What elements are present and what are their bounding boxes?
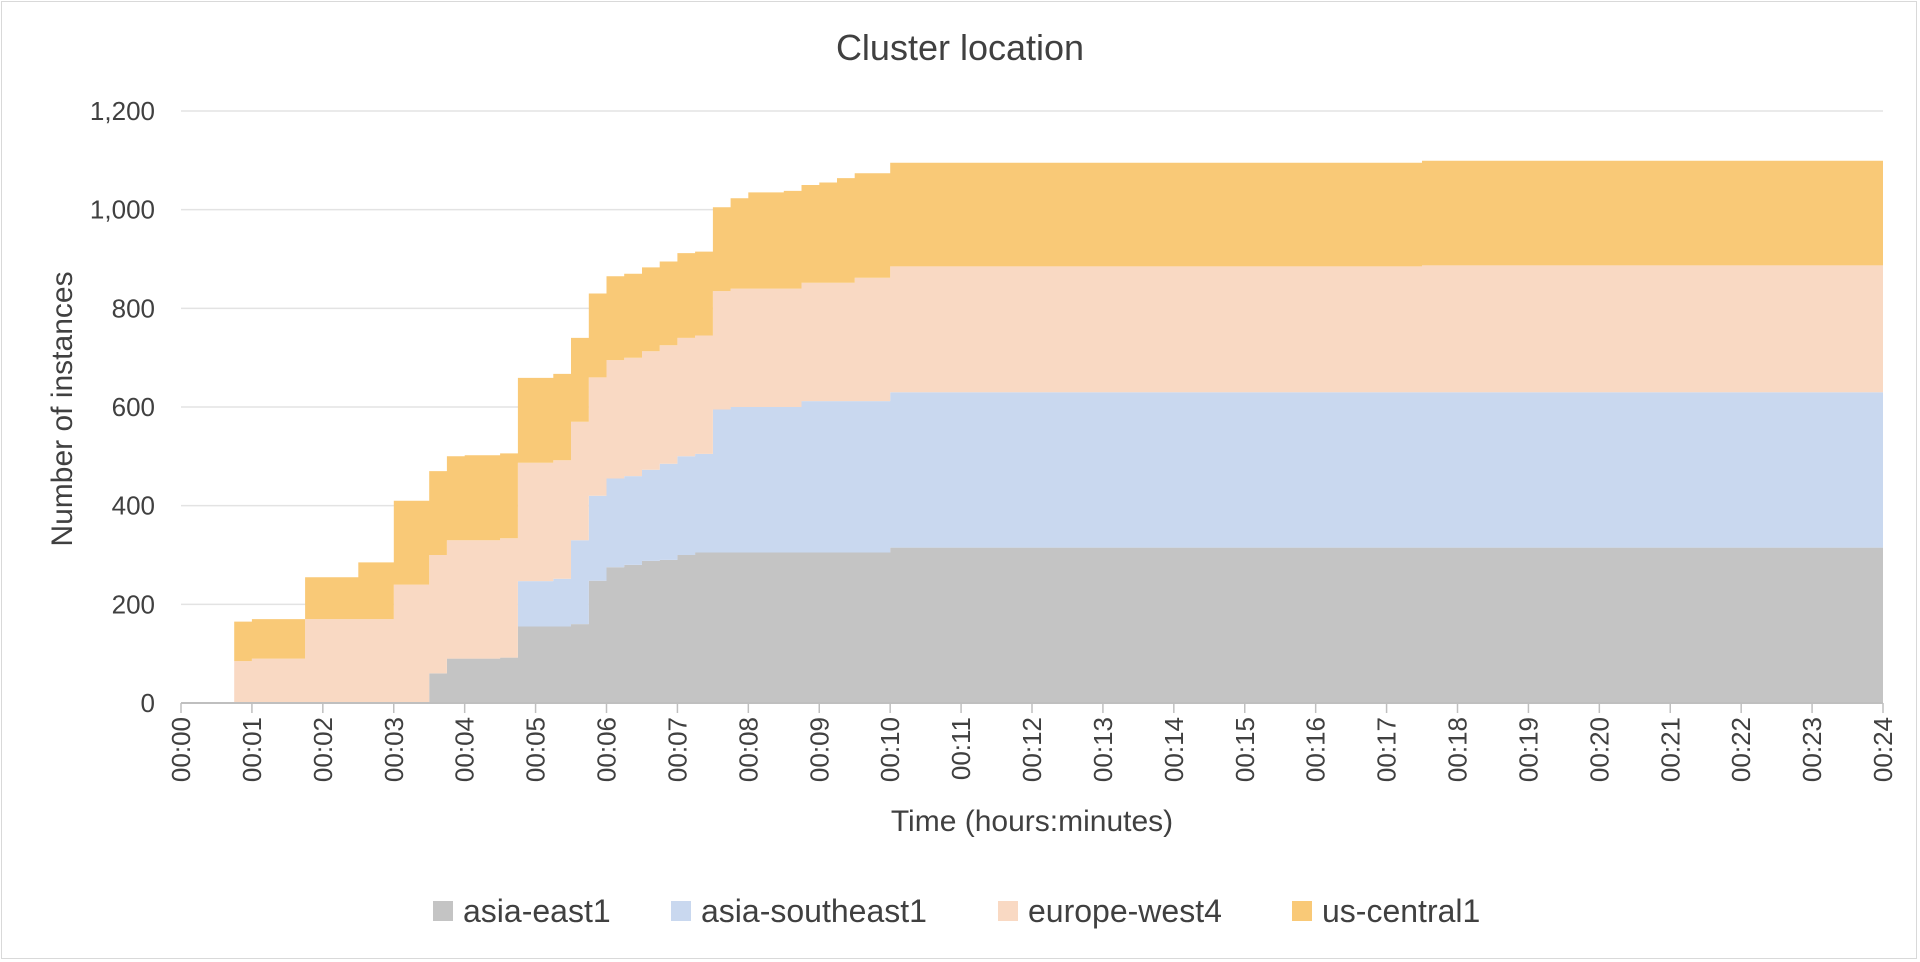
x-tick-label: 00:00 [166, 717, 196, 782]
y-tick-label: 600 [112, 392, 155, 422]
y-tick-label: 400 [112, 491, 155, 521]
x-tick-label: 00:17 [1372, 717, 1402, 782]
y-axis-ticks: 0 200 400 600 800 1,000 1,200 [90, 96, 155, 718]
stacked-areas [181, 160, 1883, 704]
x-tick-label: 00:07 [662, 717, 692, 782]
x-tick-label: 00:06 [592, 717, 622, 782]
x-tick-label: 00:16 [1301, 717, 1331, 782]
legend-swatch [1292, 901, 1312, 921]
x-tick-label: 00:21 [1655, 717, 1685, 782]
x-tick-label: 00:11 [946, 717, 976, 780]
x-tick-label: 00:01 [237, 717, 267, 782]
y-tick-label: 1,200 [90, 96, 155, 126]
y-axis-title: Number of instances [46, 271, 79, 546]
legend-label: asia-east1 [463, 893, 611, 929]
legend-item-asia-southeast1: asia-southeast1 [671, 893, 927, 929]
legend-swatch [433, 901, 453, 921]
legend: asia-east1 asia-southeast1 europe-west4 us-… [433, 893, 1480, 929]
x-tick-label: 00:13 [1088, 717, 1118, 782]
x-tick-label: 00:15 [1230, 717, 1260, 782]
x-tick-label: 00:05 [521, 717, 551, 782]
x-tick-label: 00:22 [1726, 717, 1756, 782]
x-tick-label: 00:02 [308, 717, 338, 782]
x-tick-label: 00:18 [1443, 717, 1473, 782]
y-tick-label: 800 [112, 293, 155, 323]
x-tick-label: 00:23 [1797, 717, 1827, 782]
legend-label: europe-west4 [1028, 893, 1222, 929]
legend-swatch [998, 901, 1018, 921]
legend-label: us-central1 [1322, 893, 1480, 929]
x-tick-label: 00:04 [450, 717, 480, 782]
legend-item-europe-west4: europe-west4 [998, 893, 1222, 929]
area-asia-east1 [181, 547, 1883, 703]
area-us-central1 [181, 160, 1883, 704]
x-tick-label: 00:09 [804, 717, 834, 782]
x-axis-ticks: 00:00 00:01 00:02 00:03 00:04 00:05 00:06 00:07… [166, 703, 1898, 782]
x-tick-label: 00:08 [733, 717, 763, 782]
x-tick-label: 00:10 [875, 717, 905, 782]
legend-label: asia-southeast1 [701, 893, 927, 929]
x-tick-label: 00:14 [1159, 717, 1189, 782]
area-asia-southeast1 [181, 392, 1883, 703]
legend-item-asia-east1: asia-east1 [433, 893, 611, 929]
legend-item-us-central1: us-central1 [1292, 893, 1480, 929]
x-tick-label: 00:24 [1868, 717, 1898, 782]
y-tick-label: 1,000 [90, 195, 155, 225]
chart-title: Cluster location [836, 27, 1084, 68]
legend-swatch [671, 901, 691, 921]
x-tick-label: 00:03 [379, 717, 409, 782]
x-axis-title: Time (hours:minutes) [891, 805, 1173, 838]
x-tick-label: 00:19 [1513, 717, 1543, 782]
x-tick-label: 00:20 [1584, 717, 1614, 782]
x-tick-label: 00:12 [1017, 717, 1047, 782]
y-tick-label: 200 [112, 589, 155, 619]
y-tick-label: 0 [141, 688, 155, 718]
